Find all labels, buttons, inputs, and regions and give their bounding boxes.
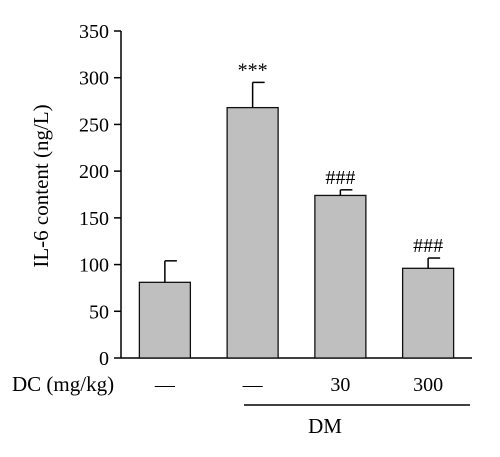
x-category-label: 300	[413, 374, 443, 396]
x-category-label: —	[242, 374, 264, 396]
x-category-label: —	[154, 374, 176, 396]
significance-mark: ###	[325, 167, 355, 189]
bar	[314, 194, 367, 359]
bar	[401, 267, 455, 359]
y-axis-title: IL-6 content (ng/L)	[29, 104, 53, 267]
y-tick-label: 300	[79, 68, 109, 90]
bars	[138, 106, 455, 359]
dm-group-label: DM	[308, 414, 342, 438]
significance-mark: ***	[238, 59, 268, 81]
bar	[226, 106, 279, 359]
y-tick-label: 200	[79, 161, 109, 183]
significance-marks: *** ### ###	[238, 59, 444, 257]
bar	[138, 281, 192, 359]
error-bars	[164, 81, 441, 283]
y-tick-label: 350	[79, 21, 109, 43]
y-tick-label: 50	[89, 301, 109, 323]
category-labels: — — 30 300	[154, 374, 443, 396]
y-tick-label: 0	[99, 348, 109, 370]
x-category-label: 30	[330, 374, 350, 396]
y-axis-ticks: 0 50 100 150 200 250 300 350	[79, 21, 121, 370]
y-tick-label: 250	[79, 114, 109, 136]
significance-mark: ###	[413, 235, 443, 257]
dose-label: DC (mg/kg)	[12, 372, 114, 396]
y-tick-label: 100	[79, 255, 109, 277]
y-tick-label: 150	[79, 208, 109, 230]
